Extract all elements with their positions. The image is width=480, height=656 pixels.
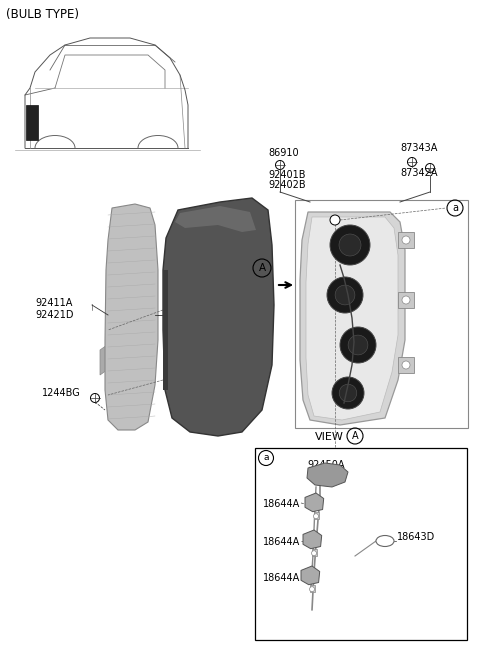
Text: 92411A: 92411A: [35, 298, 72, 308]
Circle shape: [313, 514, 319, 519]
Circle shape: [340, 327, 376, 363]
Circle shape: [332, 377, 364, 409]
Polygon shape: [105, 204, 158, 430]
FancyBboxPatch shape: [255, 448, 467, 640]
Circle shape: [402, 236, 410, 244]
Text: a: a: [263, 453, 269, 462]
Text: 1244BG: 1244BG: [42, 388, 81, 398]
Bar: [398, 357, 414, 373]
Circle shape: [402, 296, 410, 304]
Text: A: A: [258, 263, 265, 273]
FancyBboxPatch shape: [295, 200, 468, 428]
Text: (BULB TYPE): (BULB TYPE): [6, 8, 79, 21]
Text: VIEW: VIEW: [315, 432, 344, 442]
Bar: [26, 105, 38, 140]
Text: a: a: [452, 203, 458, 213]
Text: 87343A: 87343A: [400, 143, 437, 153]
Text: 86910: 86910: [268, 148, 299, 158]
Text: 18644A: 18644A: [263, 499, 300, 509]
Bar: [312, 548, 316, 556]
Polygon shape: [303, 530, 322, 548]
Text: 92421D: 92421D: [35, 310, 73, 320]
Text: 18643D: 18643D: [397, 532, 435, 542]
Polygon shape: [305, 493, 324, 512]
Text: 92401B: 92401B: [268, 170, 305, 180]
Text: 18644A: 18644A: [263, 573, 300, 583]
Polygon shape: [163, 198, 274, 436]
Circle shape: [335, 285, 355, 305]
Circle shape: [327, 277, 363, 313]
Polygon shape: [300, 212, 405, 425]
Ellipse shape: [376, 535, 394, 546]
Circle shape: [330, 215, 340, 225]
Text: A: A: [352, 431, 358, 441]
Circle shape: [402, 361, 410, 369]
Polygon shape: [163, 270, 168, 390]
Polygon shape: [306, 217, 398, 420]
Circle shape: [330, 225, 370, 265]
Bar: [313, 512, 319, 519]
Text: 92450A: 92450A: [307, 460, 345, 470]
Bar: [310, 584, 314, 592]
Text: 87342A: 87342A: [400, 168, 437, 178]
Text: 18644A: 18644A: [263, 537, 300, 547]
Polygon shape: [175, 206, 256, 232]
Circle shape: [312, 550, 316, 556]
Polygon shape: [100, 345, 107, 375]
Bar: [398, 232, 414, 248]
Circle shape: [310, 586, 314, 592]
Circle shape: [348, 335, 368, 355]
Text: 92402B: 92402B: [268, 180, 306, 190]
Circle shape: [339, 234, 361, 256]
Bar: [398, 292, 414, 308]
Polygon shape: [301, 566, 320, 584]
Circle shape: [339, 384, 357, 401]
Polygon shape: [307, 463, 348, 487]
